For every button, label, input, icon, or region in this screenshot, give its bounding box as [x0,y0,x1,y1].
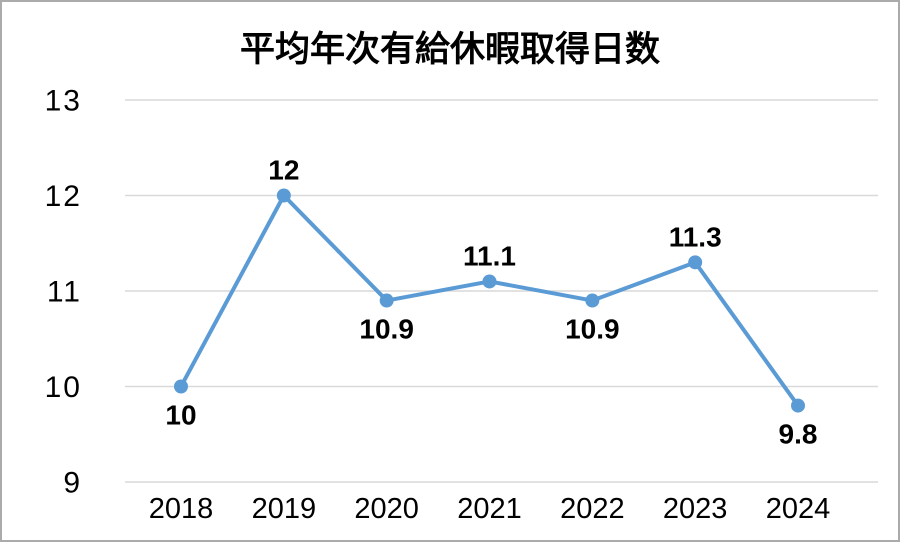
data-point-marker [276,188,291,203]
data-point-label: 9.8 [779,419,818,450]
data-point-label: 10 [165,400,196,431]
x-axis-tick-label: 2023 [663,493,728,525]
gridlines [125,99,878,483]
y-axis: 13 12 11 10 9 [45,85,82,500]
data-labels: 10 12 10.9 11.1 10.9 11.3 9.8 [165,155,817,450]
data-point-marker [379,293,394,308]
data-point-label: 11.3 [669,221,722,252]
y-axis-tick-label: 9 [63,467,82,500]
data-point-label: 12 [268,155,299,186]
data-point-label: 10.9 [359,314,414,345]
data-point-label: 11.1 [463,240,516,271]
data-point-marker [482,274,497,289]
x-axis: 2018 2019 2020 2021 2022 2023 2024 [149,493,831,525]
x-axis-tick-label: 2018 [149,493,214,525]
data-series [174,188,805,413]
y-axis-tick-label: 13 [45,85,82,118]
chart-title: 平均年次有給休暇取得日数 [240,30,660,69]
data-point-marker [174,379,188,394]
x-axis-tick-label: 2022 [560,493,625,525]
data-point-label: 10.9 [565,314,620,345]
data-point-marker [688,255,703,270]
x-axis-tick-label: 2024 [766,493,831,525]
x-axis-tick-label: 2021 [457,493,522,525]
x-axis-tick-label: 2019 [252,493,317,525]
y-axis-tick-label: 10 [45,371,82,404]
data-point-marker [585,293,600,308]
data-point-marker [791,398,805,413]
y-axis-tick-label: 12 [45,180,82,213]
y-axis-tick-label: 11 [47,276,82,309]
x-axis-tick-label: 2020 [354,493,419,525]
